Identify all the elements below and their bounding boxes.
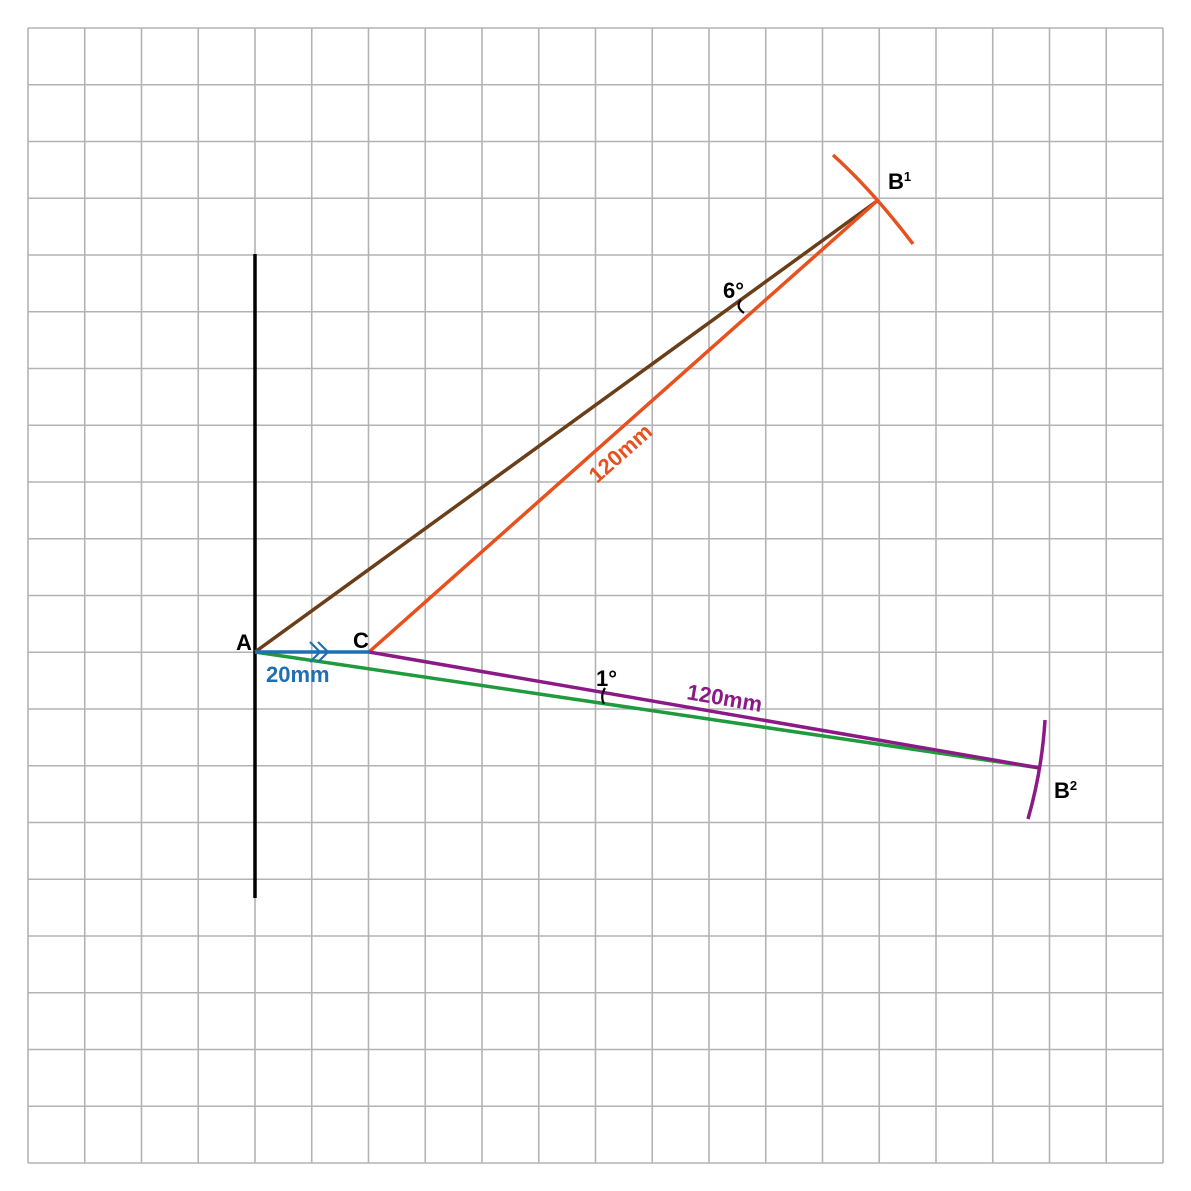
line-c-b1 <box>367 199 879 654</box>
angle-b2-label: 1° <box>596 666 617 691</box>
arc-b1 <box>831 153 915 246</box>
line-c-b2 <box>368 650 1041 770</box>
arrow-marks-icon <box>309 641 330 663</box>
point-b2-letter: B <box>1054 778 1070 803</box>
angle-b1-label: 6° <box>723 278 744 303</box>
point-b2-superscript: 2 <box>1070 778 1077 793</box>
line-a-b1 <box>253 199 879 654</box>
point-c-label: C <box>353 628 369 653</box>
line-a-b2 <box>254 650 1041 770</box>
point-b1-superscript: 1 <box>904 169 911 184</box>
grid <box>27 27 1164 1164</box>
point-b1-label: B1 <box>888 169 911 194</box>
arc-b2 <box>1026 719 1047 820</box>
angle-mark-1deg <box>601 687 606 705</box>
point-b2-label: B2 <box>1054 778 1077 803</box>
angle-mark-6deg <box>737 299 745 314</box>
length-ac-label: 20mm <box>266 662 330 687</box>
point-a-label: A <box>236 630 252 655</box>
point-b1-letter: B <box>888 169 904 194</box>
